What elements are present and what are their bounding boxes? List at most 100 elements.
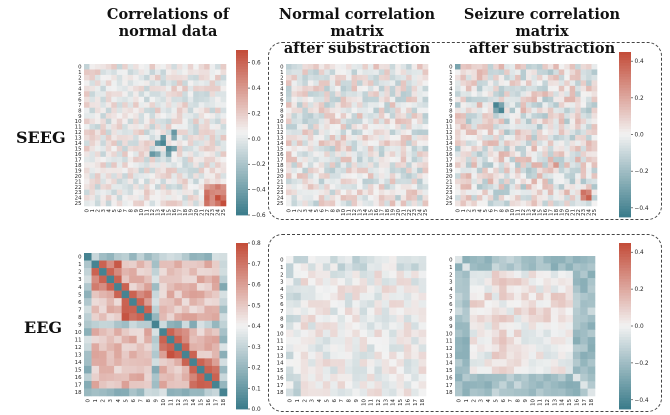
- heatmap-cell: [378, 96, 385, 103]
- heatmap-cell: [400, 64, 407, 70]
- heatmap-cell: [198, 140, 205, 147]
- heatmap-cell: [291, 195, 298, 201]
- heatmap-cell: [335, 195, 341, 201]
- heatmap-cell: [144, 184, 150, 190]
- heatmap-cell: [346, 129, 352, 136]
- heatmap-cell: [166, 380, 175, 389]
- colorbar-segment: [619, 292, 631, 296]
- heatmap-cell: [133, 107, 139, 114]
- heatmap-cell: [106, 335, 115, 344]
- heatmap-cell: [493, 200, 499, 207]
- heatmap-cell: [396, 314, 405, 323]
- heatmap-cell: [362, 124, 369, 130]
- heatmap-cell: [322, 300, 331, 308]
- colorbar-segment: [236, 187, 248, 191]
- heatmap-cell: [211, 298, 220, 306]
- heatmap-cell: [89, 140, 96, 147]
- heatmap-cell: [491, 359, 500, 367]
- heatmap-cell: [193, 85, 199, 92]
- heatmap-cell: [515, 162, 521, 169]
- heatmap-cell: [543, 263, 552, 272]
- heatmap-cell: [406, 162, 412, 169]
- heatmap-cell: [330, 263, 338, 272]
- heatmap-cell: [189, 335, 198, 344]
- heatmap-cell: [89, 96, 96, 103]
- heatmap-cell: [396, 359, 405, 367]
- heatmap-cell: [367, 91, 374, 98]
- heatmap-cell: [373, 167, 380, 174]
- heatmap-cell: [159, 268, 168, 276]
- heatmap-cell: [106, 260, 115, 269]
- heatmap-cell: [558, 263, 566, 272]
- heatmap-cell: [165, 96, 172, 103]
- heatmap-cell: [182, 85, 189, 92]
- y-tick-label: 12: [75, 130, 82, 136]
- colorbar-segment: [236, 160, 248, 164]
- y-tick-label: 4: [78, 285, 82, 291]
- heatmap-cell: [182, 167, 189, 174]
- heatmap-cell: [587, 344, 596, 353]
- heatmap-cell: [219, 388, 228, 397]
- heatmap-cell: [520, 162, 527, 169]
- colorbar-segment: [619, 243, 631, 247]
- heatmap-cell: [116, 118, 123, 125]
- heatmap-cell: [400, 184, 407, 190]
- heatmap-cell: [198, 113, 205, 119]
- x-tick-label: 6: [117, 208, 123, 212]
- heatmap-cell: [149, 140, 156, 147]
- heatmap-cell: [550, 351, 559, 360]
- heatmap-cell: [381, 373, 390, 382]
- heatmap-cell: [313, 74, 320, 81]
- heatmap-cell: [374, 381, 383, 389]
- heatmap-cell: [193, 96, 199, 103]
- heatmap-cell: [182, 156, 189, 163]
- heatmap-cell: [335, 107, 341, 114]
- heatmap-cell: [569, 195, 576, 201]
- heatmap-cell: [302, 74, 309, 81]
- heatmap-cell: [521, 256, 529, 264]
- heatmap-cell: [531, 91, 538, 98]
- heatmap-cell: [165, 107, 172, 114]
- heatmap-cell: [547, 195, 554, 201]
- heatmap-cell: [499, 256, 507, 264]
- heatmap-cell: [204, 283, 213, 291]
- heatmap-cell: [374, 263, 383, 272]
- heatmap-cell: [411, 135, 418, 141]
- heatmap-cell: [99, 373, 107, 382]
- heatmap-cell: [166, 275, 175, 284]
- heatmap-cell: [477, 344, 485, 353]
- heatmap-cell: [296, 85, 303, 92]
- heatmap-cell: [586, 173, 592, 179]
- heatmap-cell: [296, 167, 303, 174]
- heatmap-cell: [337, 292, 346, 301]
- heatmap-cell: [193, 107, 199, 114]
- heatmap-cell: [536, 118, 543, 125]
- heatmap-cell: [564, 173, 570, 179]
- heatmap-cell: [509, 102, 516, 108]
- heatmap-cell: [302, 96, 309, 103]
- colorbar-segment: [236, 295, 248, 299]
- heatmap-cell: [344, 388, 353, 397]
- heatmap-cell: [586, 102, 592, 108]
- heatmap-cell: [378, 69, 385, 76]
- heatmap-cell: [291, 178, 298, 185]
- heatmap-cell: [313, 145, 320, 152]
- y-tick-label: 13: [446, 353, 453, 359]
- heatmap-cell: [357, 145, 363, 152]
- heatmap-cell: [335, 167, 341, 174]
- heatmap-cell: [189, 268, 198, 276]
- heatmap-cell: [526, 135, 532, 141]
- heatmap-cell: [136, 283, 145, 291]
- heatmap-cell: [395, 145, 401, 152]
- heatmap-cell: [94, 69, 101, 76]
- heatmap-cell: [122, 74, 128, 81]
- heatmap-cell: [296, 107, 303, 114]
- heatmap-cell: [411, 285, 419, 294]
- heatmap-cell: [94, 184, 101, 190]
- heatmap-cell: [591, 178, 598, 185]
- heatmap-cell: [564, 113, 570, 119]
- heatmap-cell: [580, 337, 588, 345]
- heatmap-cell: [171, 113, 178, 119]
- heatmap-cell: [351, 151, 358, 158]
- heatmap-cell: [166, 290, 175, 299]
